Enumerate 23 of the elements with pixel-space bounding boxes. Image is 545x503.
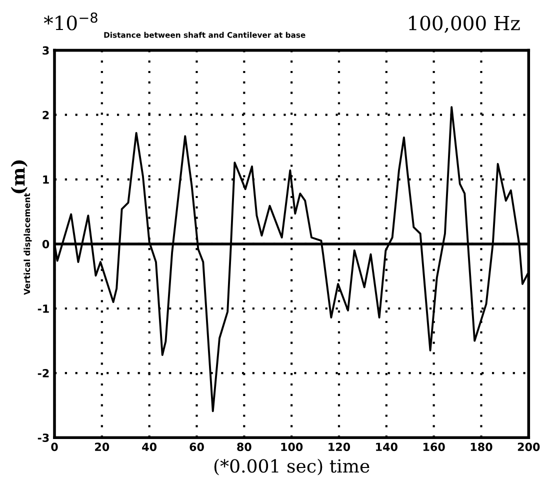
y-axis-title: Vertical displacement — [24, 193, 32, 295]
y-tick-label: -2 — [38, 369, 49, 378]
x-tick-label: 160 — [423, 442, 445, 452]
x-tick-label: 100 — [281, 442, 303, 452]
x-tick-label: 140 — [376, 442, 398, 452]
x-axis-title: (*0.001 sec) time — [214, 458, 370, 476]
y-tick-label: 1 — [43, 176, 49, 184]
x-tick-label: 120 — [328, 442, 350, 452]
y-tick-label: 2 — [42, 110, 49, 120]
chart-title: 100,000 Hz — [409, 16, 520, 33]
x-tick-label: 80 — [237, 442, 252, 452]
text: *10$^{−8}$ — [44, 12, 98, 30]
y-tick-label: -3 — [38, 434, 49, 442]
x-tick-label: 20 — [95, 442, 110, 452]
x-tick-label: 0 — [51, 442, 58, 452]
x-tick-label: 200 — [518, 442, 540, 452]
y-tick-label: -1 — [38, 304, 49, 313]
text: (m) — [10, 160, 28, 194]
x-tick-label: 40 — [142, 442, 157, 452]
x-tick-label: 60 — [190, 442, 204, 452]
y-tick-label: 3 — [42, 46, 49, 55]
x-tick-label: 180 — [470, 442, 492, 452]
y-tick-label: 0 — [42, 240, 50, 248]
